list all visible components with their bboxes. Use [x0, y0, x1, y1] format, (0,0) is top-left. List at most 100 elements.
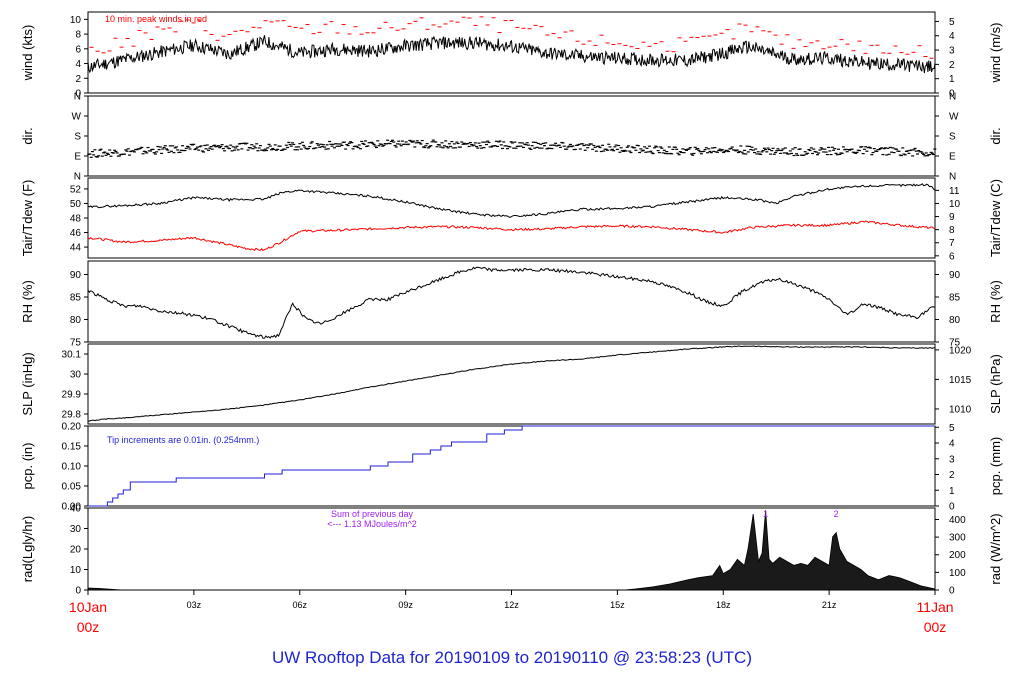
- left-tick-label-slp: 30.1: [62, 350, 82, 361]
- right-tick-label-pcp: 1: [949, 486, 955, 497]
- right-tick-label-pcp: 4: [949, 439, 955, 450]
- left-tick-label-slp: 29.8: [62, 410, 82, 421]
- ylabel-left-rad: rad(Lgly/hr): [20, 516, 35, 582]
- x-tick-label: 06z: [292, 600, 307, 610]
- right-tick-label-rh: 90: [949, 270, 961, 281]
- x-tick-label: 18z: [716, 600, 731, 610]
- right-tick-label-dir: N: [949, 92, 956, 103]
- left-tick-label-wind: 4: [75, 59, 81, 70]
- left-tick-label-pcp: 0.15: [62, 442, 82, 453]
- left-tick-label-wind: 10: [70, 15, 82, 26]
- series-line-temp-1: [87, 220, 936, 252]
- ylabel-right-wind: wind (m/s): [988, 23, 1003, 84]
- right-tick-label-rh: 75: [949, 338, 961, 349]
- left-tick-label-temp: 52: [70, 184, 82, 195]
- right-tick-label-rh: 85: [949, 293, 961, 304]
- right-tick-label-dir: S: [949, 132, 956, 143]
- x-tick-label: 03z: [187, 600, 202, 610]
- right-tick-label-temp: 8: [949, 225, 955, 236]
- x-end-date-label: 11Jan: [916, 599, 953, 615]
- left-tick-label-temp: 48: [70, 214, 82, 225]
- annotation-line-rad: <--- 1.13 MJoules/m^2: [327, 519, 417, 529]
- left-tick-label-pcp: 0.20: [62, 422, 82, 433]
- peak-label-rad: 1: [763, 509, 768, 519]
- right-tick-label-slp: 1010: [949, 404, 972, 415]
- right-tick-label-dir: E: [949, 152, 956, 163]
- left-tick-label-temp: 44: [70, 243, 82, 254]
- x-end-time-label: 00z: [924, 619, 947, 635]
- right-tick-label-pcp: 5: [949, 423, 955, 434]
- left-tick-label-wind: 8: [75, 30, 81, 41]
- left-tick-label-rad: 20: [70, 545, 82, 556]
- left-tick-label-pcp: 0.10: [62, 462, 82, 473]
- right-tick-label-temp: 6: [949, 251, 955, 262]
- right-tick-label-wind: 5: [949, 17, 955, 28]
- left-tick-label-temp: 50: [70, 199, 82, 210]
- series-line-rh-0: [87, 266, 936, 339]
- left-tick-label-temp: 46: [70, 228, 82, 239]
- right-tick-label-slp: 1015: [949, 375, 972, 386]
- ylabel-left-slp: SLP (inHg): [20, 352, 35, 415]
- right-tick-label-rh: 80: [949, 315, 961, 326]
- x-tick-label: 12z: [504, 600, 519, 610]
- right-tick-label-pcp: 0: [949, 502, 955, 513]
- left-tick-label-dir: S: [74, 132, 81, 143]
- right-tick-label-wind: 0: [949, 89, 955, 100]
- x-start-date-label: 10Jan: [69, 599, 107, 615]
- panel-frame-rh: [87, 260, 936, 343]
- right-tick-label-wind: 2: [949, 60, 955, 71]
- right-tick-label-rad: 300: [949, 533, 966, 544]
- left-tick-label-wind: 2: [75, 74, 81, 85]
- right-tick-label-pcp: 2: [949, 470, 955, 481]
- left-tick-label-rad: 10: [70, 565, 82, 576]
- right-tick-label-rad: 0: [949, 586, 955, 597]
- x-start-time-label: 00z: [77, 619, 100, 635]
- left-tick-label-dir: N: [74, 92, 81, 103]
- ylabel-right-slp: SLP (hPa): [988, 354, 1003, 414]
- left-tick-label-rad: 40: [70, 504, 82, 515]
- ylabel-right-rh: RH (%): [988, 280, 1003, 323]
- ylabel-left-wind: wind (kts): [20, 25, 35, 82]
- right-tick-label-rad: 400: [949, 515, 966, 526]
- series-step-pcp: [88, 425, 935, 507]
- chart-footer-title: UW Rooftop Data for 20190109 to 20190110…: [271, 648, 752, 667]
- x-tick-label: 21z: [822, 600, 837, 610]
- right-tick-label-pcp: 3: [949, 454, 955, 465]
- x-tick-label: 15z: [610, 600, 625, 610]
- left-tick-label-dir: W: [72, 112, 82, 123]
- series-line-wind-0: [87, 35, 936, 74]
- panel-frame-dir: [87, 95, 936, 177]
- left-tick-label-wind: 0: [75, 89, 81, 100]
- left-tick-label-rh: 80: [70, 315, 82, 326]
- right-tick-label-dir: W: [949, 112, 959, 123]
- right-tick-label-dir: N: [949, 172, 956, 183]
- ylabel-right-temp: Tair/Tdew (C): [988, 179, 1003, 257]
- left-tick-label-pcp: 0.05: [62, 482, 82, 493]
- left-tick-label-dir: E: [74, 152, 81, 163]
- radiation-area-rad: [87, 510, 936, 591]
- left-tick-label-rh: 75: [70, 338, 82, 349]
- x-tick-label: 09z: [398, 600, 413, 610]
- ylabel-left-pcp: pcp. (in): [20, 443, 35, 490]
- right-tick-label-wind: 4: [949, 31, 955, 42]
- left-tick-label-rh: 85: [70, 293, 82, 304]
- ylabel-right-rad: rad (W/m^2): [988, 513, 1003, 584]
- ylabel-right-dir: dir.: [988, 127, 1003, 144]
- peak-label-rad: 2: [834, 509, 839, 519]
- right-tick-label-rad: 100: [949, 568, 966, 579]
- series-line-temp-0: [87, 183, 936, 218]
- left-tick-label-wind: 6: [75, 44, 81, 55]
- ylabel-left-temp: Tair/Tdew (F): [20, 180, 35, 257]
- left-tick-label-rh: 90: [70, 270, 82, 281]
- panel-frame-slp: [87, 343, 936, 425]
- annotation-wind: 10 min. peak winds in red: [105, 14, 207, 24]
- right-tick-label-temp: 9: [949, 212, 955, 223]
- right-tick-label-wind: 3: [949, 46, 955, 57]
- right-tick-label-slp: 1020: [949, 345, 972, 356]
- left-tick-label-slp: 29.9: [62, 390, 82, 401]
- panel-frame-wind: [87, 11, 936, 94]
- left-tick-label-slp: 30: [70, 370, 82, 381]
- left-tick-label-pcp: 0.00: [62, 502, 82, 513]
- right-tick-label-temp: 10: [949, 199, 961, 210]
